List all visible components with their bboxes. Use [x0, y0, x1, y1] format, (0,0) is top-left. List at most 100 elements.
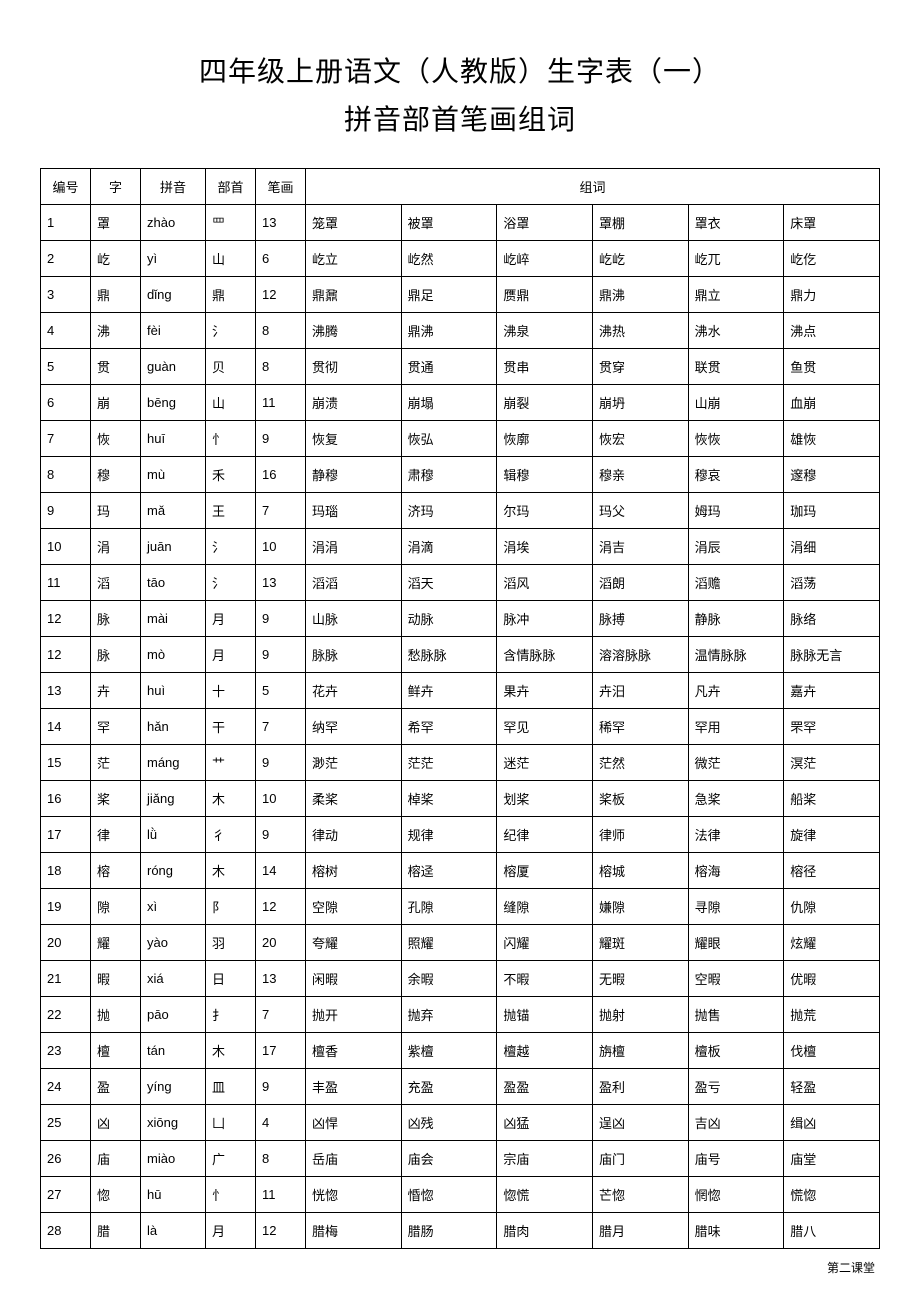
- cell-word: 抛荒: [784, 997, 880, 1033]
- cell-strokes: 9: [256, 637, 306, 673]
- cell-word: 纳罕: [306, 709, 402, 745]
- cell-num: 22: [41, 997, 91, 1033]
- cell-word: 被罩: [401, 205, 497, 241]
- table-row: 21暇xiá日13闲暇余暇不暇无暇空暇优暇: [41, 961, 880, 997]
- table-row: 14罕hǎn干7纳罕希罕罕见稀罕罕用罘罕: [41, 709, 880, 745]
- cell-word: 恢弘: [401, 421, 497, 457]
- cell-word: 庙堂: [784, 1141, 880, 1177]
- cell-strokes: 9: [256, 1069, 306, 1105]
- cell-word: 崩坍: [592, 385, 688, 421]
- cell-radical: 木: [206, 781, 256, 817]
- cell-radical: 山: [206, 385, 256, 421]
- cell-pinyin: huì: [141, 673, 206, 709]
- cell-word: 滔天: [401, 565, 497, 601]
- cell-num: 16: [41, 781, 91, 817]
- cell-pinyin: máng: [141, 745, 206, 781]
- cell-radical: 月: [206, 1213, 256, 1249]
- cell-pinyin: róng: [141, 853, 206, 889]
- cell-word: 希罕: [401, 709, 497, 745]
- table-row: 24盈yíng皿9丰盈充盈盈盈盈利盈亏轻盈: [41, 1069, 880, 1105]
- table-row: 26庙miào广8岳庙庙会宗庙庙门庙号庙堂: [41, 1141, 880, 1177]
- cell-word: 盈利: [592, 1069, 688, 1105]
- cell-pinyin: juān: [141, 529, 206, 565]
- cell-word: 溟茫: [784, 745, 880, 781]
- cell-radical: 木: [206, 853, 256, 889]
- cell-pinyin: là: [141, 1213, 206, 1249]
- cell-pinyin: miào: [141, 1141, 206, 1177]
- cell-radical: 干: [206, 709, 256, 745]
- cell-char: 桨: [91, 781, 141, 817]
- cell-char: 卉: [91, 673, 141, 709]
- cell-word: 榕城: [592, 853, 688, 889]
- cell-word: 旋律: [784, 817, 880, 853]
- cell-word: 榕迳: [401, 853, 497, 889]
- cell-strokes: 8: [256, 313, 306, 349]
- cell-char: 屹: [91, 241, 141, 277]
- cell-word: 盈盈: [497, 1069, 593, 1105]
- cell-word: 伐檀: [784, 1033, 880, 1069]
- cell-strokes: 12: [256, 277, 306, 313]
- cell-strokes: 20: [256, 925, 306, 961]
- cell-word: 腊八: [784, 1213, 880, 1249]
- cell-word: 余暇: [401, 961, 497, 997]
- cell-char: 贯: [91, 349, 141, 385]
- cell-radical: 氵: [206, 565, 256, 601]
- cell-word: 动脉: [401, 601, 497, 637]
- cell-word: 孔隙: [401, 889, 497, 925]
- cell-word: 罩衣: [688, 205, 784, 241]
- cell-num: 5: [41, 349, 91, 385]
- cell-word: 脉脉无言: [784, 637, 880, 673]
- cell-word: 庙号: [688, 1141, 784, 1177]
- cell-pinyin: yíng: [141, 1069, 206, 1105]
- cell-char: 罕: [91, 709, 141, 745]
- cell-word: 岳庙: [306, 1141, 402, 1177]
- cell-radical: 鼎: [206, 277, 256, 313]
- cell-word: 缉凶: [784, 1105, 880, 1141]
- cell-num: 26: [41, 1141, 91, 1177]
- cell-word: 果卉: [497, 673, 593, 709]
- cell-strokes: 11: [256, 385, 306, 421]
- table-row: 18榕róng木14榕树榕迳榕厦榕城榕海榕径: [41, 853, 880, 889]
- cell-word: 不暇: [497, 961, 593, 997]
- cell-word: 优暇: [784, 961, 880, 997]
- table-row: 15茫máng艹9渺茫茫茫迷茫茫然微茫溟茫: [41, 745, 880, 781]
- cell-pinyin: mài: [141, 601, 206, 637]
- cell-radical: 忄: [206, 1177, 256, 1213]
- cell-strokes: 11: [256, 1177, 306, 1213]
- cell-word: 耀斑: [592, 925, 688, 961]
- cell-word: 恢宏: [592, 421, 688, 457]
- cell-pinyin: fèi: [141, 313, 206, 349]
- table-header-row: 编号 字 拼音 部首 笔画 组词: [41, 169, 880, 205]
- cell-word: 惛惚: [401, 1177, 497, 1213]
- cell-word: 浴罩: [497, 205, 593, 241]
- cell-word: 逞凶: [592, 1105, 688, 1141]
- cell-strokes: 10: [256, 781, 306, 817]
- cell-strokes: 5: [256, 673, 306, 709]
- cell-word: 屹兀: [688, 241, 784, 277]
- cell-strokes: 10: [256, 529, 306, 565]
- cell-radical: 阝: [206, 889, 256, 925]
- cell-strokes: 6: [256, 241, 306, 277]
- cell-word: 涓滴: [401, 529, 497, 565]
- cell-num: 9: [41, 493, 91, 529]
- cell-num: 4: [41, 313, 91, 349]
- cell-pinyin: xiōng: [141, 1105, 206, 1141]
- cell-word: 闲暇: [306, 961, 402, 997]
- cell-radical: 氵: [206, 529, 256, 565]
- cell-pinyin: tán: [141, 1033, 206, 1069]
- cell-word: 律动: [306, 817, 402, 853]
- cell-word: 檀板: [688, 1033, 784, 1069]
- cell-num: 20: [41, 925, 91, 961]
- cell-num: 6: [41, 385, 91, 421]
- cell-word: 榕海: [688, 853, 784, 889]
- cell-word: 脉脉: [306, 637, 402, 673]
- cell-word: 静脉: [688, 601, 784, 637]
- cell-word: 划桨: [497, 781, 593, 817]
- cell-word: 棹桨: [401, 781, 497, 817]
- cell-word: 仇隙: [784, 889, 880, 925]
- cell-word: 沸泉: [497, 313, 593, 349]
- cell-num: 10: [41, 529, 91, 565]
- cell-strokes: 17: [256, 1033, 306, 1069]
- cell-word: 无暇: [592, 961, 688, 997]
- cell-strokes: 13: [256, 205, 306, 241]
